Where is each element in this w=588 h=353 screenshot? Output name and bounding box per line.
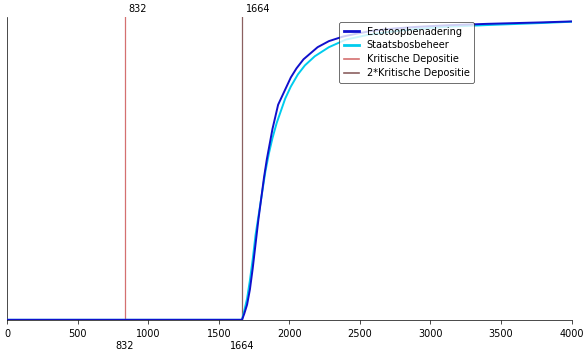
Legend: Ecotoopbenadering, Staatsbosbeheer, Kritische Depositie, 2*Kritische Depositie: Ecotoopbenadering, Staatsbosbeheer, Krit… [339,22,475,83]
Text: 1664: 1664 [230,341,254,351]
Text: 1664: 1664 [246,4,270,14]
Text: 832: 832 [115,341,134,351]
Text: 832: 832 [129,4,148,14]
